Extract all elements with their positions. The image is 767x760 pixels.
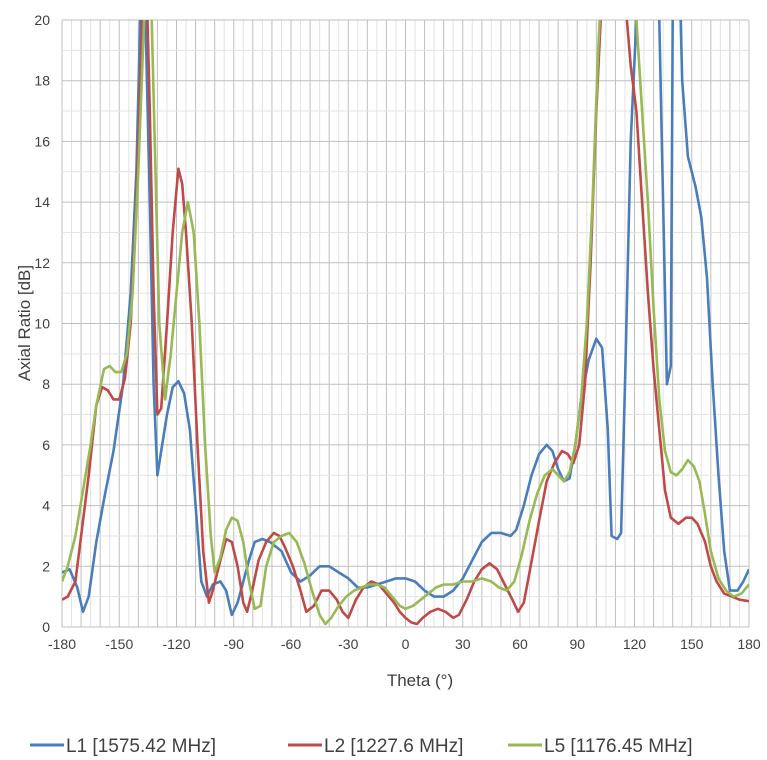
series-line-3 — [62, 20, 749, 626]
y-tick-label: 0 — [42, 619, 50, 635]
y-tick-label: 6 — [42, 437, 50, 453]
y-tick-label: 4 — [42, 498, 50, 514]
x-axis-title: Theta (°) — [387, 671, 453, 690]
series-line-2 — [62, 20, 749, 626]
x-tick-label: -120 — [162, 636, 190, 652]
x-tick-label: -90 — [224, 636, 244, 652]
x-tick-label: 150 — [680, 636, 704, 652]
y-tick-label: 10 — [34, 316, 50, 332]
grid — [61, 19, 750, 628]
x-tick-label: 30 — [455, 636, 471, 652]
x-tick-label: 0 — [402, 636, 410, 652]
x-tick-label: 90 — [569, 636, 585, 652]
x-tick-label: 120 — [623, 636, 647, 652]
y-tick-label: 12 — [34, 255, 50, 271]
legend: L1 [1575.42 MHz] L2 [1227.6 MHz] L5 [1176.… — [30, 736, 693, 757]
x-tick-label: 180 — [737, 636, 761, 652]
x-tick-label: -30 — [338, 636, 358, 652]
x-tick-label: 60 — [512, 636, 528, 652]
legend-label: L2 [1227.6 MHz] — [324, 736, 463, 757]
x-tick-label: -60 — [281, 636, 301, 652]
series-line-1 — [62, 20, 749, 617]
x-tick-label: -150 — [105, 636, 133, 652]
series-group — [62, 20, 749, 626]
legend-label: L5 [1176.45 MHz] — [544, 736, 693, 757]
y-axis-title: Axial Ratio [dB] — [15, 265, 34, 381]
y-tick-label: 2 — [42, 558, 50, 574]
y-tick-label: 18 — [34, 73, 50, 89]
y-tick-label: 16 — [34, 133, 50, 149]
x-tick-label: -180 — [48, 636, 76, 652]
y-tick-label: 8 — [42, 376, 50, 392]
y-tick-label: 14 — [34, 194, 50, 210]
legend-label: L1 [1575.42 MHz] — [66, 736, 216, 757]
tick-labels: -180 -150 -120 -90 -60 -30 0 30 60 90 120 150 180 0 2 4… — [34, 12, 760, 652]
y-tick-label: 20 — [34, 12, 50, 28]
